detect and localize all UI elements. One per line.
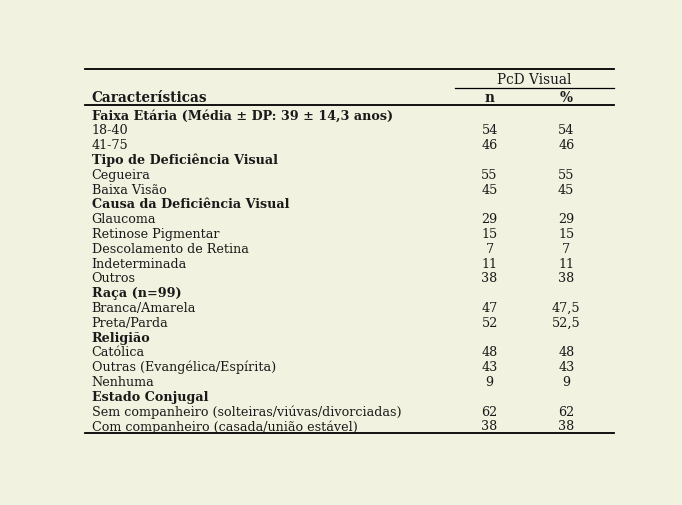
Text: 11: 11 <box>559 257 574 270</box>
Text: Baixa Visão: Baixa Visão <box>91 183 166 196</box>
Text: 48: 48 <box>558 346 574 359</box>
Text: 54: 54 <box>558 124 574 137</box>
Text: Nenhuma: Nenhuma <box>91 375 154 388</box>
Text: %: % <box>560 90 573 105</box>
Text: Cegueira: Cegueira <box>91 168 151 181</box>
Text: 46: 46 <box>481 139 498 152</box>
Text: Católica: Católica <box>91 346 145 359</box>
Text: Estado Conjugal: Estado Conjugal <box>91 390 208 403</box>
Text: Indeterminada: Indeterminada <box>91 257 187 270</box>
Text: 45: 45 <box>558 183 574 196</box>
Text: Com companheiro (casada/união estável): Com companheiro (casada/união estável) <box>91 419 357 433</box>
Text: 38: 38 <box>481 420 498 433</box>
Text: 29: 29 <box>481 213 498 226</box>
Text: 38: 38 <box>481 272 498 285</box>
Text: Branca/Amarela: Branca/Amarela <box>91 301 196 314</box>
Text: 15: 15 <box>558 227 574 240</box>
Text: Glaucoma: Glaucoma <box>91 213 156 226</box>
Text: 54: 54 <box>481 124 498 137</box>
Text: Outros: Outros <box>91 272 136 285</box>
Text: 52,5: 52,5 <box>552 316 580 329</box>
Text: 9: 9 <box>562 375 570 388</box>
Text: 18-40: 18-40 <box>91 124 128 137</box>
Text: 38: 38 <box>558 272 574 285</box>
Text: 48: 48 <box>481 346 498 359</box>
Text: Tipo de Deficiência Visual: Tipo de Deficiência Visual <box>91 154 278 167</box>
Text: Raça (n=99): Raça (n=99) <box>91 287 181 299</box>
Text: 11: 11 <box>481 257 498 270</box>
Text: 55: 55 <box>481 168 498 181</box>
Text: Sem companheiro (solteiras/viúvas/divorciadas): Sem companheiro (solteiras/viúvas/divorc… <box>91 405 401 418</box>
Text: 52: 52 <box>481 316 498 329</box>
Text: 15: 15 <box>481 227 498 240</box>
Text: 62: 62 <box>481 405 498 418</box>
Text: Descolamento de Retina: Descolamento de Retina <box>91 242 248 255</box>
Text: Características: Características <box>91 90 207 105</box>
Text: 45: 45 <box>481 183 498 196</box>
Text: 41-75: 41-75 <box>91 139 128 152</box>
Text: Preta/Parda: Preta/Parda <box>91 316 168 329</box>
Text: 47: 47 <box>481 301 498 314</box>
Text: Outras (Evangélica/Espírita): Outras (Evangélica/Espírita) <box>91 360 276 374</box>
Text: 43: 43 <box>558 361 574 374</box>
Text: Religião: Religião <box>91 331 150 344</box>
Text: 38: 38 <box>558 420 574 433</box>
Text: 46: 46 <box>558 139 574 152</box>
Text: 7: 7 <box>562 242 570 255</box>
Text: 47,5: 47,5 <box>552 301 580 314</box>
Text: Causa da Deficiência Visual: Causa da Deficiência Visual <box>91 198 289 211</box>
Text: PcD Visual: PcD Visual <box>497 73 572 87</box>
Text: 29: 29 <box>558 213 574 226</box>
Text: 9: 9 <box>486 375 494 388</box>
Text: 55: 55 <box>558 168 574 181</box>
Text: 62: 62 <box>558 405 574 418</box>
Text: Faixa Etária (Média ± DP: 39 ± 14,3 anos): Faixa Etária (Média ± DP: 39 ± 14,3 anos… <box>91 109 393 122</box>
Text: Retinose Pigmentar: Retinose Pigmentar <box>91 227 219 240</box>
Text: n: n <box>485 90 494 105</box>
Text: 7: 7 <box>486 242 494 255</box>
Text: 43: 43 <box>481 361 498 374</box>
